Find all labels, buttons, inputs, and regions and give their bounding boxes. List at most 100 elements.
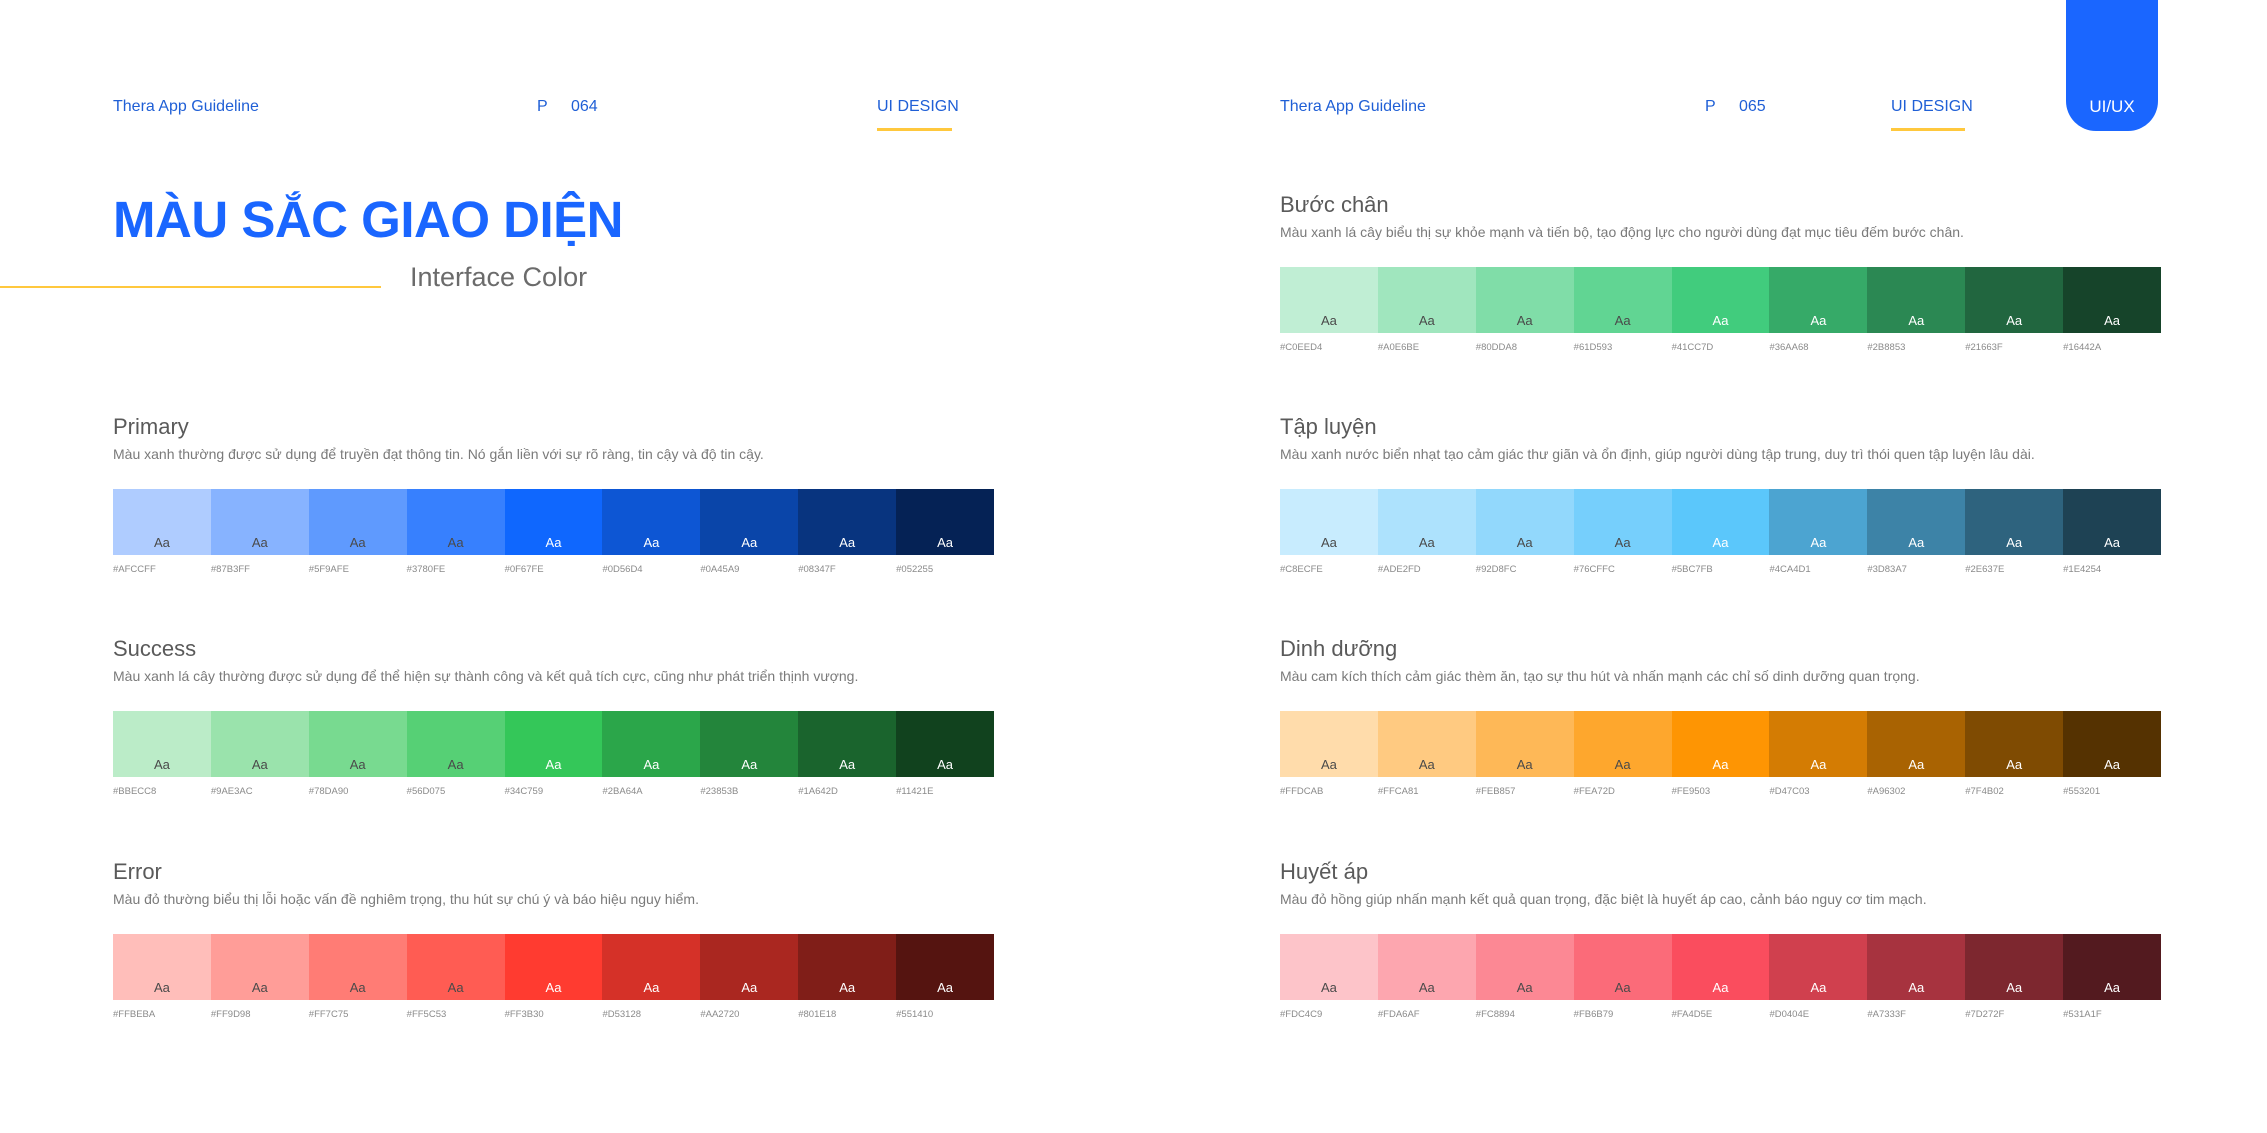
hex-code: #D47C03 — [1769, 786, 1810, 797]
color-swatch: Aa — [896, 934, 995, 1000]
swatch-sample-text: Aa — [2006, 313, 2023, 328]
hex-code-row: #FDC4C9 #FDA6AF #FC8894 #FB6B79 #FA4D5E #D040… — [1280, 1009, 2161, 1020]
swatch-sample-text: Aa — [1614, 535, 1631, 550]
swatch-sample-text: Aa — [741, 980, 758, 995]
hex-code: #C0EED4 — [1280, 342, 1323, 353]
color-swatch: Aa — [700, 489, 799, 555]
swatch-sample-text: Aa — [1908, 980, 1925, 995]
hex-code-row: #BBECC8 #9AE3AC #78DA90 #56D075 #34C759 #2BA6… — [113, 786, 994, 797]
hex-code: #3780FE — [406, 564, 446, 575]
swatch-sample-text: Aa — [937, 535, 954, 550]
color-swatch: Aa — [1769, 711, 1868, 777]
hex-code: #2BA64A — [602, 786, 643, 797]
palette-description: Màu cam kích thích cảm giác thèm ăn, tạo… — [1280, 668, 1920, 684]
color-swatch: Aa — [308, 934, 407, 1000]
color-swatch: Aa — [798, 934, 897, 1000]
color-swatch: Aa — [2063, 267, 2162, 333]
swatch-sample-text: Aa — [643, 757, 660, 772]
color-swatch: Aa — [602, 711, 701, 777]
swatch-sample-text: Aa — [349, 535, 366, 550]
color-swatch: Aa — [1769, 489, 1868, 555]
color-swatch: Aa — [504, 489, 603, 555]
palette-error: Error Màu đỏ thường biểu thị lỗi hoặc vấn… — [113, 857, 995, 1020]
hex-code: #92D8FC — [1475, 564, 1517, 575]
swatch-sample-text: Aa — [2104, 313, 2121, 328]
swatch-sample-text: Aa — [545, 535, 562, 550]
palette-description: Màu xanh nước biển nhạt tạo cảm giác thư… — [1280, 446, 2035, 462]
color-swatch: Aa — [1280, 711, 1378, 777]
swatch-sample-text: Aa — [643, 535, 660, 550]
swatch-sample-text: Aa — [1516, 980, 1533, 995]
color-swatch: Aa — [1671, 267, 1770, 333]
swatch-row: Aa Aa Aa Aa Aa Aa Aa Aa Aa — [1280, 267, 2162, 333]
palette-huyết-áp: Huyết áp Màu đỏ hồng giúp nhấn mạnh kết q… — [1280, 857, 2162, 1020]
palette-description: Màu đỏ hồng giúp nhấn mạnh kết quả quan … — [1280, 891, 1927, 907]
swatch-sample-text: Aa — [349, 757, 366, 772]
color-swatch: Aa — [1573, 934, 1672, 1000]
hex-code: #A96302 — [1867, 786, 1906, 797]
swatch-sample-text: Aa — [1320, 980, 1337, 995]
hex-code: #FA4D5E — [1671, 1009, 1713, 1020]
color-swatch: Aa — [210, 489, 309, 555]
swatch-sample-text: Aa — [1320, 535, 1337, 550]
hex-code: #2B8853 — [1867, 342, 1906, 353]
hex-code: #56D075 — [406, 786, 446, 797]
hex-code: #0A45A9 — [700, 564, 740, 575]
palette-name: Success — [113, 636, 197, 661]
hex-code: #87B3FF — [210, 564, 250, 575]
swatch-sample-text: Aa — [1516, 313, 1533, 328]
hex-code: #41CC7D — [1671, 342, 1714, 353]
color-swatch: Aa — [113, 489, 211, 555]
guideline-title: Thera App Guideline — [113, 98, 259, 115]
hex-code: #3D83A7 — [1867, 564, 1907, 575]
color-swatch: Aa — [308, 711, 407, 777]
color-swatch: Aa — [1671, 711, 1770, 777]
page-prefix: P — [1705, 98, 1716, 115]
hex-code: #A0E6BE — [1377, 342, 1420, 353]
hex-code: #36AA68 — [1769, 342, 1809, 353]
swatch-sample-text: Aa — [153, 980, 170, 995]
page-number: 065 — [1739, 98, 1766, 115]
swatch-row: Aa Aa Aa Aa Aa Aa Aa Aa Aa — [1280, 934, 2162, 1000]
swatch-sample-text: Aa — [1712, 313, 1729, 328]
color-swatch: Aa — [1377, 711, 1476, 777]
hex-code: #551410 — [896, 1009, 934, 1020]
color-swatch: Aa — [406, 711, 505, 777]
swatch-sample-text: Aa — [1516, 757, 1533, 772]
swatch-row: Aa Aa Aa Aa Aa Aa Aa Aa Aa — [113, 489, 995, 555]
color-swatch: Aa — [1965, 934, 2064, 1000]
color-swatch: Aa — [308, 489, 407, 555]
color-swatch: Aa — [113, 711, 211, 777]
hex-code: #21663F — [1965, 342, 2003, 353]
color-swatch: Aa — [1475, 489, 1574, 555]
hex-code: #052255 — [896, 564, 934, 575]
swatch-sample-text: Aa — [1712, 757, 1729, 772]
page-title: MÀU SẮC GIAO DIỆN — [113, 191, 624, 248]
guideline-title: Thera App Guideline — [1280, 98, 1426, 115]
palette-description: Màu xanh lá cây biểu thị sự khỏe mạnh và… — [1280, 224, 1964, 240]
color-swatch: Aa — [1965, 489, 2064, 555]
swatch-sample-text: Aa — [1516, 535, 1533, 550]
swatch-sample-text: Aa — [643, 980, 660, 995]
section-label: UI DESIGN — [877, 98, 959, 115]
section-underline — [1891, 128, 1965, 131]
hex-code: #7F4B02 — [1965, 786, 2004, 797]
section-label: UI DESIGN — [1891, 98, 1973, 115]
color-swatch: Aa — [896, 489, 995, 555]
palette-dinh-dưỡng: Dinh dưỡng Màu cam kích thích cảm giác th… — [1280, 634, 2162, 797]
swatch-sample-text: Aa — [349, 980, 366, 995]
color-swatch: Aa — [1965, 267, 2064, 333]
swatch-sample-text: Aa — [2006, 757, 2023, 772]
section-underline — [877, 128, 952, 131]
color-swatch: Aa — [602, 934, 701, 1000]
swatch-sample-text: Aa — [741, 757, 758, 772]
hex-code: #D0404E — [1769, 1009, 1810, 1020]
hex-code: #0F67FE — [504, 564, 544, 575]
swatch-sample-text: Aa — [2104, 980, 2121, 995]
page-prefix: P — [537, 98, 548, 115]
swatch-sample-text: Aa — [153, 757, 170, 772]
color-swatch: Aa — [1280, 934, 1378, 1000]
hex-code: #801E18 — [798, 1009, 837, 1020]
swatch-sample-text: Aa — [1614, 313, 1631, 328]
color-swatch: Aa — [210, 711, 309, 777]
